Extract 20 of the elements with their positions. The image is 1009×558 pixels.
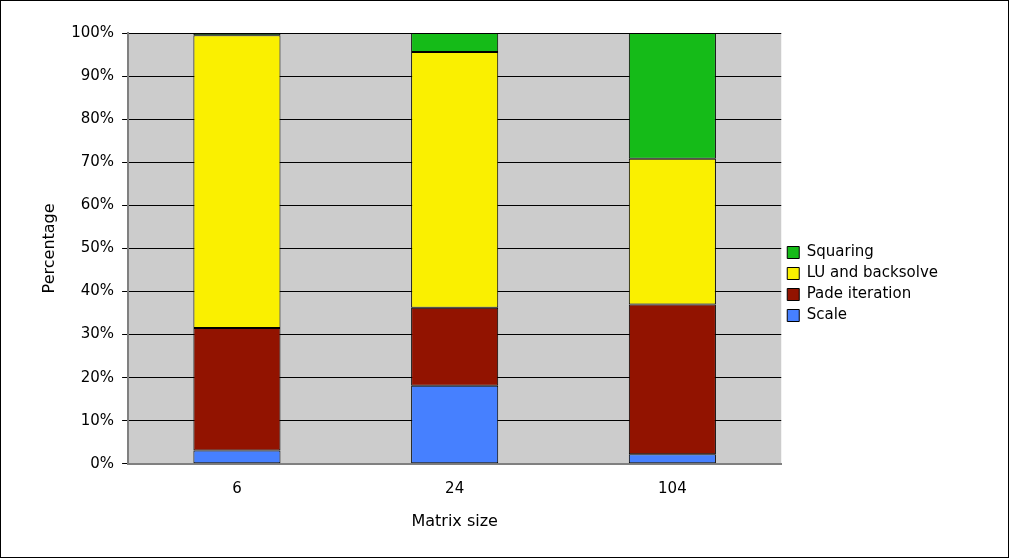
- x-axis-title: Matrix size: [411, 510, 498, 530]
- y-tick-label: 0%: [90, 453, 115, 472]
- y-tick-label: 50%: [80, 238, 115, 257]
- legend-label: Squaring: [806, 242, 874, 261]
- y-tick-label: 60%: [80, 195, 115, 214]
- y-tick-label: 80%: [80, 109, 115, 128]
- y-tick-label: 10%: [80, 410, 115, 429]
- y-tick-label: 100%: [71, 22, 115, 41]
- y-tick-label: 20%: [80, 367, 115, 386]
- legend-label: LU and backsolve: [806, 263, 939, 282]
- y-tick-label: 90%: [80, 65, 115, 84]
- y-tick-label: 30%: [80, 324, 115, 343]
- x-tick-label: 104: [658, 478, 687, 497]
- legend-label: Scale: [806, 305, 848, 324]
- y-tick-label: 40%: [80, 281, 115, 300]
- x-tick-label: 6: [232, 478, 242, 497]
- legend-label: Pade iteration: [806, 284, 912, 303]
- y-axis-title: Percentage: [38, 203, 58, 294]
- y-tick-label: 70%: [80, 152, 115, 171]
- x-tick-label: 24: [445, 478, 465, 497]
